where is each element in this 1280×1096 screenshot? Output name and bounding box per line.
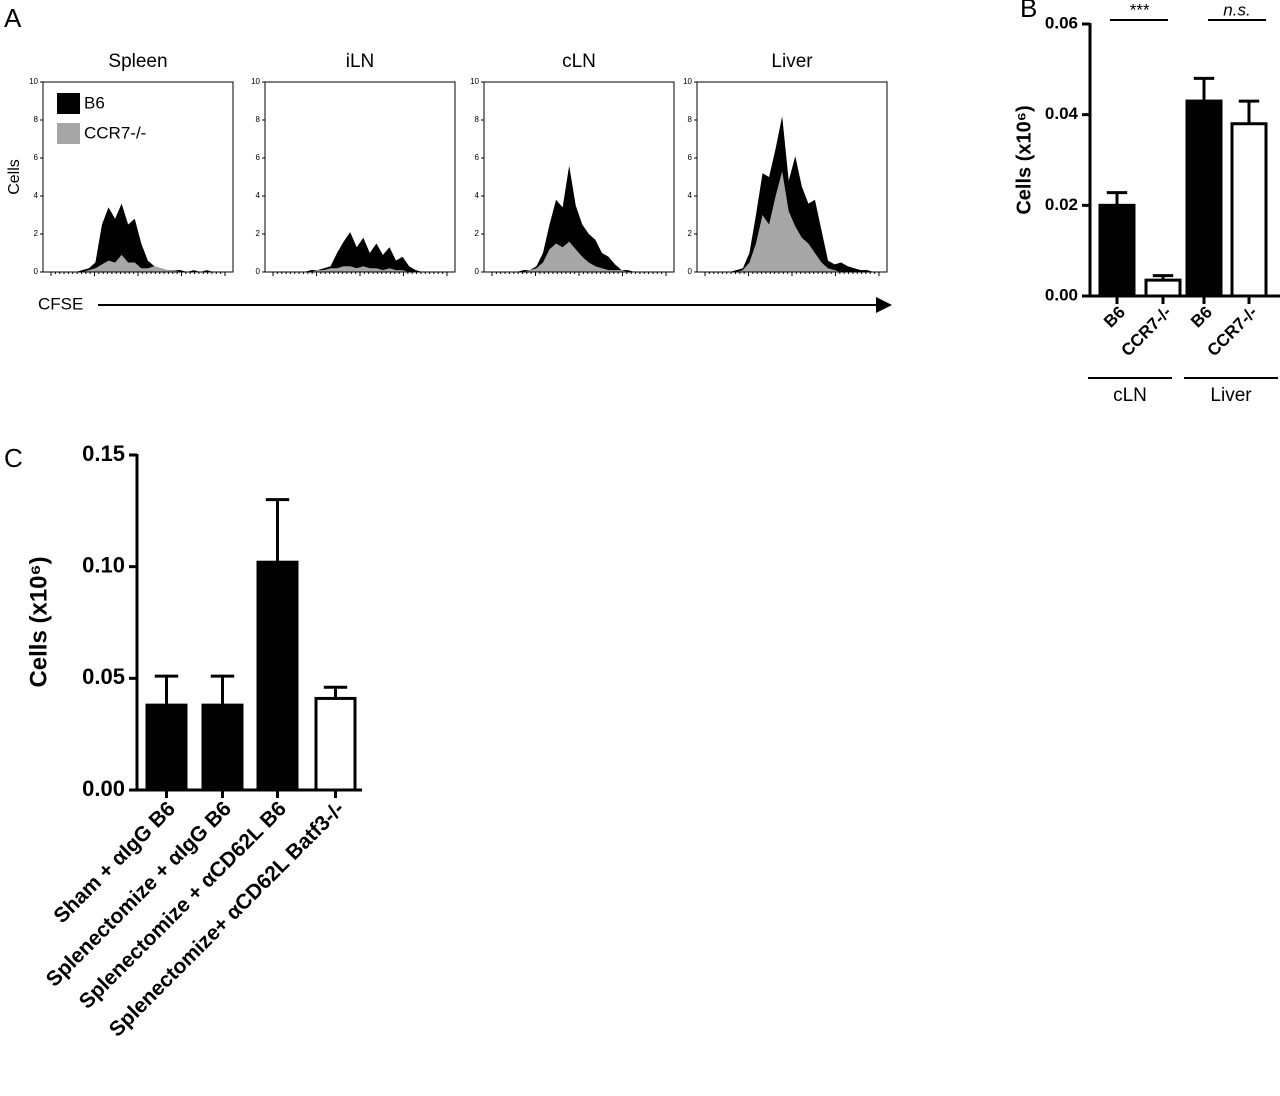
x-tick-label: B6: [1100, 303, 1129, 332]
y-tick-label: 8: [34, 115, 39, 124]
y-tick-label: 4: [34, 191, 39, 200]
histogram-area: [265, 232, 455, 272]
y-axis-label: Cells (x10⁶): [1013, 105, 1035, 214]
y-tick-label: 10: [29, 77, 38, 86]
histogram-area: [484, 165, 674, 272]
y-tick-label: 4: [688, 191, 693, 200]
y-tick-label: 8: [475, 115, 480, 124]
y-tick-label: 0.00: [82, 776, 125, 801]
x-tick-label: B6: [1187, 303, 1216, 332]
y-tick-label: 8: [688, 115, 693, 124]
y-tick-label: 8: [256, 115, 261, 124]
panel-title: iLN: [346, 51, 375, 72]
panel-label: C: [4, 443, 23, 473]
y-tick-label: 10: [470, 77, 479, 86]
y-tick-label: 0: [688, 267, 693, 276]
bar: [1230, 122, 1268, 298]
group-label: Liver: [1210, 385, 1252, 406]
panel-label: A: [4, 3, 22, 33]
y-tick-label: 2: [475, 229, 480, 238]
bar: [1185, 99, 1223, 298]
panel-label: B: [1020, 0, 1037, 23]
y-tick-label: 0: [475, 267, 480, 276]
y-axis-label: Cells: [6, 159, 23, 195]
y-tick-label: 0.15: [82, 441, 125, 466]
y-tick-label: 2: [34, 229, 39, 238]
y-tick-label: 0.02: [1045, 195, 1078, 214]
y-tick-label: 4: [475, 191, 480, 200]
y-tick-label: 6: [688, 153, 693, 162]
y-tick-label: 0.04: [1045, 104, 1079, 123]
panel-title: cLN: [562, 51, 596, 72]
histogram-area: [43, 203, 233, 272]
y-tick-label: 2: [256, 229, 261, 238]
histogram-area: [697, 171, 887, 272]
y-tick-label: 0.06: [1045, 13, 1078, 32]
legend-swatch: [57, 123, 80, 144]
y-tick-label: 6: [256, 153, 261, 162]
y-tick-label: 0: [34, 267, 39, 276]
histogram-area: [265, 266, 455, 272]
x-arrow-head: [876, 297, 892, 313]
significance-label: ***: [1129, 0, 1150, 19]
y-axis-label: Cells (x10⁶): [25, 556, 52, 687]
x-tick-label: CCR7-/-: [1117, 303, 1175, 361]
y-tick-label: 0: [256, 267, 261, 276]
histogram-area: [697, 116, 887, 272]
legend-label: B6: [84, 93, 105, 112]
panel-title: Liver: [771, 51, 813, 72]
y-tick-label: 0.05: [82, 664, 125, 689]
legend-swatch: [57, 93, 80, 114]
x-tick-label: Splenectomize + αCD62L B6: [75, 797, 291, 1013]
y-tick-label: 10: [683, 77, 692, 86]
histogram-area: [43, 254, 233, 272]
y-tick-label: 6: [34, 153, 39, 162]
y-tick-label: 6: [475, 153, 480, 162]
y-tick-label: 4: [256, 191, 261, 200]
bar: [145, 703, 188, 792]
bar: [201, 703, 244, 792]
y-tick-label: 2: [688, 229, 693, 238]
x-tick-label: CCR7-/-: [1203, 303, 1261, 361]
x-axis-label: CFSE: [38, 294, 83, 313]
y-tick-label: 10: [251, 77, 260, 86]
histogram-area: [484, 241, 674, 272]
bar: [1098, 203, 1136, 298]
bar: [256, 560, 299, 792]
legend-label: CCR7-/-: [84, 123, 146, 142]
y-tick-label: 0.00: [1045, 285, 1078, 304]
y-tick-label: 0.10: [82, 552, 125, 577]
bar: [314, 696, 357, 792]
bar: [1144, 278, 1182, 298]
group-label: cLN: [1113, 385, 1147, 406]
panel-title: Spleen: [108, 51, 167, 72]
significance-label: n.s.: [1223, 0, 1250, 19]
